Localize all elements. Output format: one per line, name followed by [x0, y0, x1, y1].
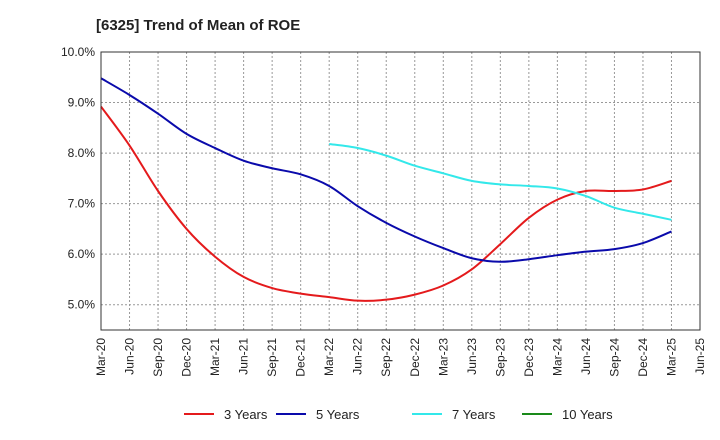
x-tick-label: Dec-23: [522, 338, 536, 377]
x-tick-label: Jun-20: [123, 338, 137, 375]
x-tick-label: Jun-25: [693, 338, 707, 375]
plot-area: [100, 77, 672, 302]
x-tick-label: Dec-21: [294, 338, 308, 377]
x-tick-label: Sep-23: [493, 338, 507, 377]
x-tick-label: Mar-21: [208, 338, 222, 376]
y-tick-label: 7.0%: [68, 197, 96, 211]
series-line-2: [329, 143, 672, 221]
x-tick-label: Sep-24: [607, 338, 621, 377]
legend: 3 Years 5 Years 7 Years 10 Years: [184, 407, 613, 422]
y-axis: 5.0% 6.0% 7.0% 8.0% 9.0% 10.0%: [61, 45, 95, 312]
x-tick-label: Sep-21: [265, 338, 279, 377]
plot-frame: [100, 51, 701, 331]
x-tick-label: Mar-23: [436, 338, 450, 376]
series-line-1: [100, 77, 672, 263]
y-tick-label: 10.0%: [61, 45, 95, 59]
x-tick-label: Dec-20: [180, 338, 194, 377]
x-tick-label: Jun-22: [351, 338, 365, 375]
x-tick-label: Mar-24: [550, 338, 564, 376]
legend-label-2: 7 Years: [452, 407, 496, 422]
x-tick-label: Jun-24: [579, 338, 593, 375]
x-tick-label: Dec-22: [408, 338, 422, 377]
x-tick-label: Sep-22: [379, 338, 393, 377]
x-tick-label: Dec-24: [636, 338, 650, 377]
x-axis: Mar-20 Jun-20 Sep-20 Dec-20 Mar-21 Jun-21 Sep-…: [94, 338, 707, 377]
x-tick-label: Mar-22: [322, 338, 336, 376]
x-tick-label: Sep-20: [151, 338, 165, 377]
chart-title: [6325] Trend of Mean of ROE: [96, 17, 300, 34]
x-tick-label: Jun-23: [465, 338, 479, 375]
legend-label-3: 10 Years: [562, 407, 613, 422]
legend-label-0: 3 Years: [224, 407, 268, 422]
y-tick-label: 9.0%: [68, 96, 96, 110]
x-tick-label: Jun-21: [237, 338, 251, 375]
legend-label-1: 5 Years: [316, 407, 360, 422]
y-tick-label: 8.0%: [68, 146, 96, 160]
x-tick-label: Mar-25: [664, 338, 678, 376]
y-tick-label: 5.0%: [68, 298, 96, 312]
y-tick-label: 6.0%: [68, 247, 96, 261]
x-tick-label: Mar-20: [94, 338, 108, 376]
